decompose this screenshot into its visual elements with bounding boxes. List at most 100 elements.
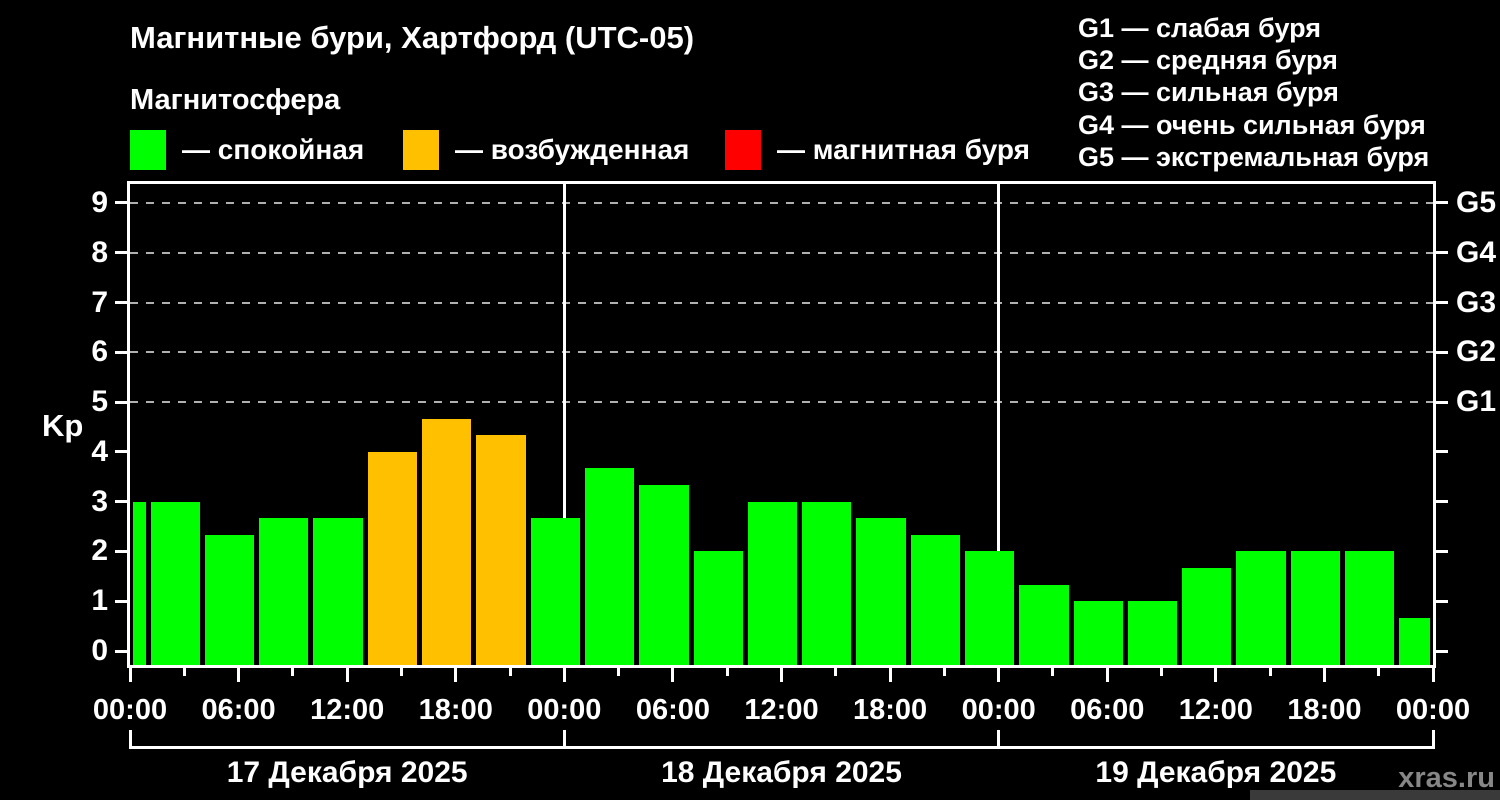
legend-label-quiet: — спокойная xyxy=(182,134,365,165)
kp-bar-25 xyxy=(1399,617,1431,665)
x-tick-21h xyxy=(508,668,512,676)
legend-label-excited: — возбужденная xyxy=(455,134,690,165)
x-tick-39h xyxy=(834,668,838,676)
date-bracket-tick xyxy=(997,730,1001,746)
x-tick-42h xyxy=(888,668,892,682)
kp-bar-21 xyxy=(1182,567,1232,665)
y-tick-label-4: 4 xyxy=(91,434,108,468)
gridline-kp8 xyxy=(130,251,1433,254)
plot-frame xyxy=(127,181,1436,668)
chart-subtitle: Магнитосфера xyxy=(130,84,341,116)
kp-bar-4 xyxy=(259,518,309,665)
y-axis-title: Kp xyxy=(42,408,84,443)
storm-scale-g5: G5 — экстремальная буря xyxy=(1078,142,1430,172)
x-tick-3h xyxy=(182,668,186,676)
y-tick-left-0 xyxy=(115,649,127,653)
kp-bar-6 xyxy=(367,451,418,665)
x-tick-33h xyxy=(725,668,729,676)
kp-bar-23 xyxy=(1290,551,1340,665)
x-tick-label-36h: 12:00 xyxy=(744,694,819,726)
storm-scale-g4: G4 — очень сильная буря xyxy=(1078,110,1426,140)
kp-bar-24 xyxy=(1345,551,1395,665)
y-tick-label-0: 0 xyxy=(91,634,108,667)
y-tick-right-3 xyxy=(1436,500,1448,504)
kp-bar-18 xyxy=(1019,584,1069,665)
y-tick-label-7: 7 xyxy=(91,285,108,319)
legend-swatch-storm xyxy=(725,130,761,170)
y-tick-label-1: 1 xyxy=(91,584,108,618)
x-tick-30h xyxy=(671,668,675,682)
day-boundary-line xyxy=(997,184,1001,665)
x-tick-label-48h: 00:00 xyxy=(961,694,1036,726)
x-tick-label-0h: 00:00 xyxy=(92,694,168,726)
x-tick-51h xyxy=(1051,668,1055,676)
legend-swatch-excited xyxy=(403,130,439,170)
y-tick-left-7 xyxy=(115,301,127,305)
y-tick-label-3: 3 xyxy=(91,484,108,518)
g-axis-label-g1: G1 xyxy=(1456,385,1497,419)
x-tick-label-12h: 12:00 xyxy=(310,694,385,726)
kp-bar-7 xyxy=(422,418,472,665)
x-tick-6h xyxy=(237,668,241,682)
y-tick-left-5 xyxy=(115,400,127,404)
gridline-kp5 xyxy=(130,401,1433,404)
kp-bar-13 xyxy=(747,501,798,665)
kp-bar-12 xyxy=(693,551,743,665)
x-tick-18h xyxy=(454,668,458,682)
y-tick-right-0 xyxy=(1436,649,1448,653)
storm-scale-g2: G2 — средняя буря xyxy=(1078,45,1338,75)
x-tick-9h xyxy=(291,668,295,676)
y-tick-label-6: 6 xyxy=(91,335,108,369)
date-bracket-line xyxy=(128,746,1435,749)
kp-bar-15 xyxy=(856,518,906,665)
g-axis-label-g4: G4 xyxy=(1456,235,1497,269)
y-tick-right-1 xyxy=(1436,599,1448,603)
x-tick-12h xyxy=(345,668,349,682)
storm-scale-g3: G3 — сильная буря xyxy=(1078,77,1339,107)
gridline-kp7 xyxy=(130,301,1433,304)
x-tick-27h xyxy=(617,668,621,676)
kp-bar-9 xyxy=(530,518,580,665)
kp-bar-1 xyxy=(132,501,146,665)
x-tick-36h xyxy=(780,668,783,682)
storm-scale-g1: G1 — слабая буря xyxy=(1078,13,1322,43)
y-tick-left-2 xyxy=(115,549,127,553)
y-tick-right-9 xyxy=(1436,201,1448,205)
kp-bar-16 xyxy=(910,535,960,665)
date-bracket-tick xyxy=(562,730,566,746)
kp-bar-2 xyxy=(150,501,200,665)
x-tick-0h xyxy=(128,668,132,682)
date-label-day1: 17 Декабря 2025 xyxy=(226,756,468,789)
x-tick-label-66h: 18:00 xyxy=(1287,694,1362,726)
x-tick-label-60h: 12:00 xyxy=(1178,694,1253,726)
watermark: xras.ru xyxy=(1398,762,1495,794)
x-tick-label-42h: 18:00 xyxy=(852,694,928,726)
footer-strip xyxy=(1250,790,1500,800)
y-tick-left-8 xyxy=(115,251,127,255)
x-tick-label-18h: 18:00 xyxy=(418,694,493,726)
y-tick-left-6 xyxy=(115,350,127,354)
gridline-kp9 xyxy=(130,201,1433,204)
gridline-kp6 xyxy=(130,351,1433,354)
kp-bar-11 xyxy=(639,485,689,665)
y-tick-label-8: 8 xyxy=(91,235,108,269)
y-tick-right-8 xyxy=(1436,251,1448,255)
kp-bar-20 xyxy=(1127,601,1178,665)
x-tick-24h xyxy=(562,668,566,682)
legend-swatch-quiet xyxy=(130,130,166,170)
y-tick-right-4 xyxy=(1436,450,1448,454)
x-tick-label-30h: 06:00 xyxy=(635,694,710,726)
y-tick-left-3 xyxy=(115,500,127,504)
x-tick-57h xyxy=(1160,668,1164,676)
kp-bar-8 xyxy=(476,435,526,665)
y-tick-right-5 xyxy=(1436,400,1448,404)
y-tick-left-4 xyxy=(115,450,127,454)
x-tick-45h xyxy=(942,668,946,676)
kp-bar-19 xyxy=(1073,601,1123,665)
g-axis-label-g2: G2 xyxy=(1456,335,1497,369)
date-label-day3: 19 Декабря 2025 xyxy=(1095,756,1337,789)
x-tick-15h xyxy=(399,668,403,676)
y-tick-label-5: 5 xyxy=(91,385,108,419)
kp-bar-5 xyxy=(313,518,363,665)
